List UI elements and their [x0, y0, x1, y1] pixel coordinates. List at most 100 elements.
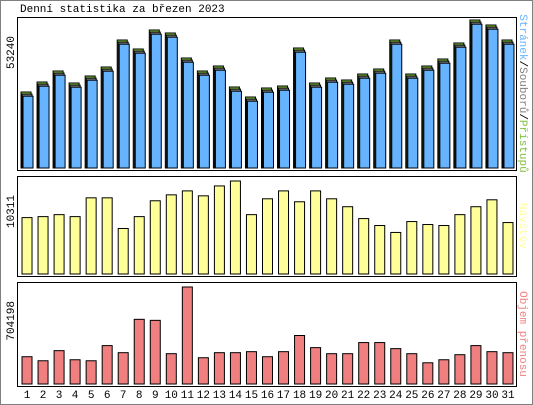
x-tick-label: 1: [24, 390, 31, 402]
bar: [406, 353, 418, 385]
bar: [278, 351, 290, 385]
legend: Stránek/Souborů/Přístupů: [516, 14, 529, 172]
x-tick-label: 29: [469, 390, 482, 402]
x-tick-label: 30: [485, 390, 498, 402]
bar: [279, 89, 291, 169]
bar: [245, 214, 257, 275]
x-tick-label: 2: [40, 390, 47, 402]
bar: [454, 214, 466, 275]
bar: [391, 43, 403, 169]
bar: [37, 216, 49, 275]
bar: [470, 345, 482, 385]
x-tick-label: 5: [88, 390, 95, 402]
bar: [486, 351, 498, 385]
bar: [262, 356, 273, 385]
x-tick-label: 19: [309, 390, 322, 402]
bar: [85, 197, 97, 275]
x-tick-label: 31: [501, 390, 515, 402]
legend-entry: Souborů: [516, 67, 529, 113]
bar: [166, 36, 178, 169]
x-tick-label: 10: [165, 390, 178, 402]
x-tick-label: 3: [56, 390, 63, 402]
x-tick-label: 7: [120, 390, 127, 402]
bar: [70, 86, 82, 169]
legend: Objem přenosu: [516, 291, 528, 377]
legend-separator: /: [516, 113, 528, 120]
bar: [471, 23, 483, 169]
bar: [503, 43, 515, 169]
legend-entry: Objem přenosu: [516, 291, 528, 377]
bar: [502, 352, 514, 385]
bar: [182, 61, 194, 169]
bar: [326, 353, 338, 385]
y-tick-label: 53240: [6, 36, 18, 69]
x-tick-label: 20: [325, 390, 338, 402]
x-tick-label: 12: [197, 390, 210, 402]
bar: [213, 185, 225, 275]
bar: [375, 72, 387, 169]
x-tick-label: 25: [405, 390, 418, 402]
bar: [53, 214, 65, 275]
bar: [117, 352, 129, 385]
bar: [390, 231, 402, 275]
bar: [327, 81, 339, 169]
bar: [390, 348, 402, 385]
x-tick-label: 24: [389, 390, 403, 402]
legend-entry: Stránek: [516, 14, 528, 61]
bar: [21, 217, 33, 275]
bar: [101, 197, 113, 275]
bar: [198, 74, 210, 169]
y-tick-label: 10311: [6, 195, 18, 228]
bar: [85, 360, 97, 385]
bar: [133, 216, 145, 275]
bar: [439, 62, 451, 169]
x-tick-label: 15: [245, 390, 258, 402]
bar: [422, 362, 434, 385]
bar: [101, 345, 113, 385]
x-tick-label: 16: [261, 390, 274, 402]
bar: [343, 83, 355, 169]
bar: [263, 91, 274, 169]
bar: [102, 70, 114, 169]
bar: [53, 350, 65, 385]
x-tick-label: 21: [341, 390, 355, 402]
x-tick-label: 13: [213, 390, 226, 402]
bar: [295, 51, 307, 169]
bar: [21, 356, 33, 385]
bar: [118, 43, 130, 169]
legend-entry: Návštěv: [516, 203, 528, 250]
bar: [502, 222, 514, 275]
bar: [22, 95, 34, 169]
bar: [311, 86, 323, 169]
x-tick-label: 6: [104, 390, 111, 402]
x-tick-label: 14: [229, 390, 243, 402]
x-tick-label: 11: [181, 390, 195, 402]
bar: [374, 342, 386, 385]
bar: [229, 352, 241, 385]
bar: [214, 69, 226, 169]
bar: [342, 353, 354, 385]
bar: [294, 201, 306, 275]
bar: [149, 200, 161, 275]
bar: [54, 74, 66, 169]
bar: [438, 225, 450, 275]
x-tick-label: 22: [357, 390, 370, 402]
bar: [149, 319, 161, 385]
y-tick-label: 704198: [6, 301, 18, 341]
x-tick-label: 28: [453, 390, 466, 402]
bar: [37, 360, 49, 385]
bar: [359, 77, 371, 169]
bar: [470, 206, 482, 275]
bar: [342, 206, 354, 275]
bar: [246, 100, 258, 169]
bar: [181, 286, 193, 385]
x-tick-label: 26: [421, 390, 434, 402]
x-tick-label: 8: [136, 390, 143, 402]
bar: [486, 199, 498, 275]
bar: [262, 198, 273, 275]
bar: [374, 225, 386, 275]
bar: [406, 221, 418, 275]
bar: [197, 357, 209, 385]
bar: [38, 85, 50, 169]
